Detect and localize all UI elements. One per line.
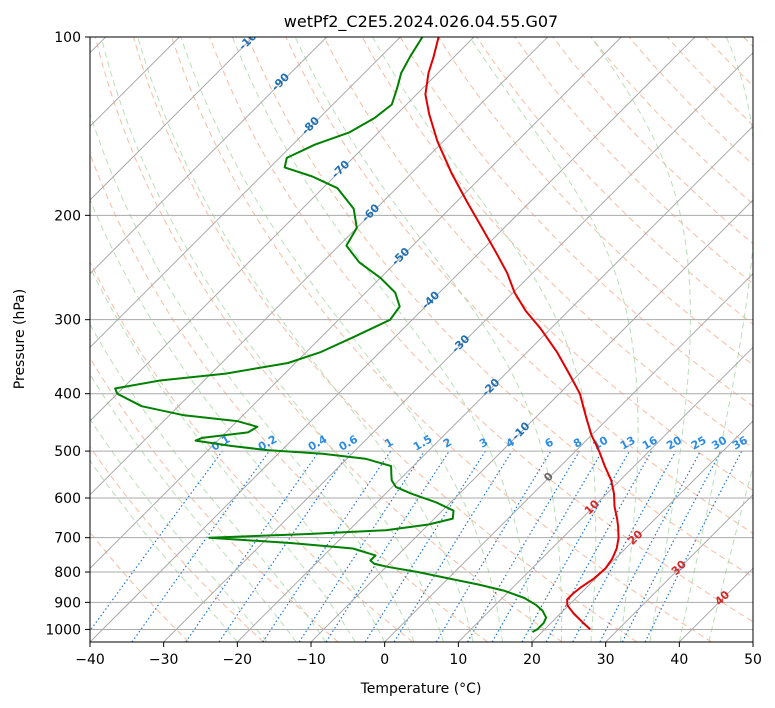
y-axis-label: Pressure (hPa) — [12, 289, 28, 389]
x-tick-label: 0 — [380, 652, 389, 668]
moist-adiabat — [137, 37, 474, 642]
mixing-ratio-line — [545, 450, 653, 642]
isotherm--10 — [310, 199, 753, 642]
y-tick-label: 900 — [54, 595, 81, 611]
isotherm--20 — [236, 125, 753, 642]
isotherm-10 — [457, 346, 753, 642]
moist-adiabat — [90, 418, 268, 642]
dry-adiabat — [285, 37, 753, 535]
moist-adiabat — [90, 111, 415, 642]
moist-adiabat — [90, 266, 356, 642]
mixing-ratio-line — [90, 450, 223, 632]
x-tick-label: −20 — [223, 652, 253, 668]
x-tick-label: 10 — [449, 652, 467, 668]
mixing-ratio-line — [262, 450, 392, 642]
y-tick-label: 800 — [54, 565, 81, 581]
y-tick-label: 700 — [54, 531, 81, 547]
isotherm--80 — [90, 37, 401, 349]
moist-adiabat — [90, 373, 297, 642]
y-tick-label: 600 — [54, 491, 81, 507]
moist-adiabat — [678, 37, 753, 642]
x-tick-label: 50 — [744, 652, 762, 668]
plot-frame — [89, 36, 754, 643]
isotherm-20 — [531, 420, 753, 642]
temperature-line — [424, 37, 620, 631]
moist-adiabat — [294, 37, 563, 642]
dry-adiabat — [132, 37, 638, 642]
y-tick-label: 300 — [54, 313, 81, 329]
dry-adiabat — [171, 37, 712, 642]
dry-adiabat — [90, 356, 339, 642]
isotherm--90 — [90, 37, 328, 275]
moist-adiabat — [180, 37, 503, 642]
profile-lines — [114, 37, 620, 633]
moist-adiabat — [90, 198, 386, 642]
y-tick-label: 1000 — [45, 622, 81, 638]
moist-adiabat — [590, 37, 691, 642]
x-axis-ticks: −40 −30 −20 −10 0 10 20 30 40 50 — [75, 642, 762, 668]
dry-adiabat — [514, 37, 753, 285]
moist-adiabat — [372, 37, 597, 642]
isotherm--60 — [90, 37, 549, 496]
moist-adiabat — [708, 464, 753, 642]
mixing-ratio-lines — [90, 450, 743, 642]
moist-adiabat — [90, 459, 238, 642]
isotherm--50 — [90, 37, 622, 570]
dry-adiabats — [90, 37, 753, 642]
isotherm--100 — [90, 37, 254, 201]
mixing-ratio-line — [131, 450, 270, 642]
moist-adiabat — [469, 37, 639, 642]
dry-adiabat — [90, 260, 414, 642]
mixing-ratio-line — [644, 450, 743, 642]
dry-adiabat — [90, 446, 264, 642]
dry-adiabat — [94, 37, 563, 642]
x-axis-label: Temperature (°C) — [360, 681, 482, 697]
y-tick-label: 100 — [54, 30, 81, 46]
isotherm--70 — [90, 37, 475, 422]
mixing-ratio-line — [521, 450, 631, 642]
x-tick-label: −30 — [149, 652, 179, 668]
y-axis-ticks: 100 200 300 400 500 600 700 800 900 1000 — [45, 30, 90, 638]
mixing-ratio-line — [572, 450, 677, 642]
mixing-ratio-line — [393, 450, 513, 642]
mixing-ratio-line — [298, 450, 425, 642]
mixing-ratio-line — [218, 450, 351, 642]
y-tick-label: 400 — [54, 387, 81, 403]
x-tick-label: 30 — [597, 652, 615, 668]
isotherm-0 — [384, 272, 753, 642]
y-tick-label: 500 — [54, 444, 81, 460]
dewpoint-line — [114, 37, 548, 633]
x-tick-label: 40 — [670, 652, 688, 668]
isotherm-30 — [605, 493, 753, 642]
dry-adiabat — [209, 37, 753, 623]
dry-adiabat — [247, 37, 753, 578]
moist-adiabat — [100, 37, 445, 642]
isotherm--40 — [90, 37, 696, 642]
dry-adiabat — [476, 37, 753, 325]
chart-title: wetPf2_C2E5.2024.026.04.55.G07 — [284, 12, 558, 32]
mixing-ratio-line — [185, 450, 320, 642]
isotherms — [90, 37, 753, 642]
y-tick-label: 200 — [54, 208, 81, 224]
dry-adiabat — [323, 37, 753, 491]
x-tick-label: 20 — [523, 652, 541, 668]
x-tick-label: −10 — [296, 652, 326, 668]
x-tick-label: −40 — [75, 652, 105, 668]
moist-adiabat — [90, 323, 327, 642]
